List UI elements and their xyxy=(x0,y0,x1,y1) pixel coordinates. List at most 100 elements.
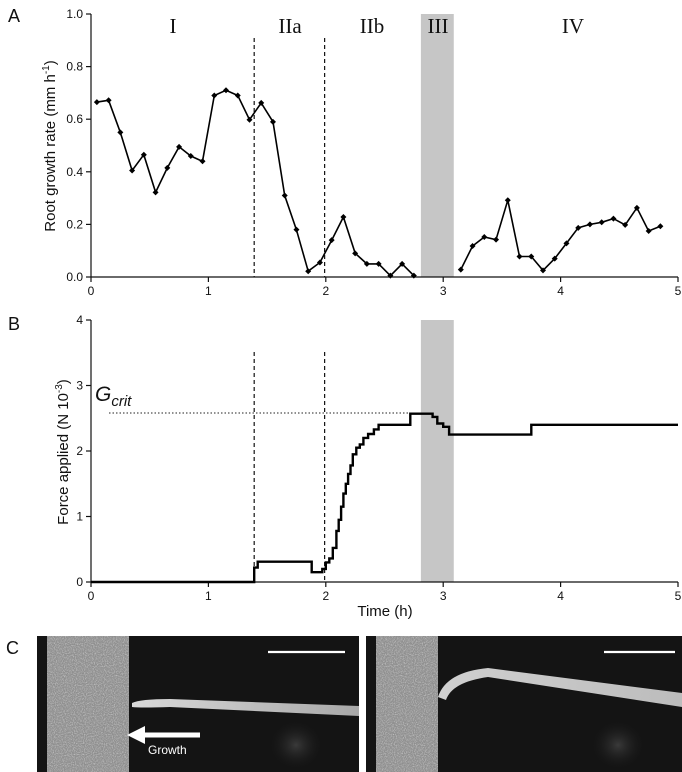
panel-c-letter: C xyxy=(6,638,19,658)
panel-a-y-axis-title: Root growth rate (mm h-1) xyxy=(41,60,59,231)
panel-b-ticks: 0 1 2 3 4 5 0 1 2 3 4 xyxy=(76,313,681,603)
panel-b-x-tick-label: 1 xyxy=(205,589,212,603)
panel-b-x-tick-label: 4 xyxy=(557,589,564,603)
panel-a-chart: 0 1 2 3 4 5 0.0 0.2 0.4 0.6 0.8 1.0 I IIa IIb III I… xyxy=(41,7,682,298)
panel-a-data-point xyxy=(399,260,406,267)
panel-a-y-tick-label: 0.0 xyxy=(66,270,83,284)
panel-a-data-point xyxy=(352,250,359,257)
panel-b-shaded-phase xyxy=(420,320,454,582)
panel-a-data-point xyxy=(316,259,323,266)
panel-a-data-point xyxy=(328,237,335,244)
panel-a-x-tick-label: 1 xyxy=(205,284,212,298)
panel-b-y-title-main: Force applied (N 10 xyxy=(55,393,72,525)
photo-right-background-blob xyxy=(592,721,644,769)
panel-a-y-tick-label: 0.2 xyxy=(66,217,83,231)
panel-a-data-point xyxy=(586,221,593,228)
panel-a-data-point xyxy=(469,242,476,249)
phase-label-i: I xyxy=(170,14,177,38)
panel-a-data-point xyxy=(493,236,500,243)
panel-a-data-point xyxy=(234,92,241,99)
panel-a-data-point xyxy=(140,151,147,158)
panel-a-y-tick-label: 0.4 xyxy=(66,165,83,179)
photo-left-agar-texture xyxy=(47,636,129,772)
panel-a-data-point xyxy=(363,260,370,267)
panel-a-data-point xyxy=(622,221,629,228)
gcrit-label: Gcrit xyxy=(95,383,132,410)
panel-a-data-point xyxy=(223,87,230,94)
panel-a-y-title-main: Root growth rate (mm h xyxy=(42,74,59,232)
panel-a-growth-line-segment xyxy=(460,199,661,272)
panel-a-y-title-close: ) xyxy=(42,60,59,65)
panel-a-data-point xyxy=(610,215,617,222)
panel-b-chart: 0 1 2 3 4 5 0 1 2 3 4 Gcrit Force applied (N 10-3)… xyxy=(54,313,682,620)
phase-label-iib: IIb xyxy=(360,14,385,38)
panel-a-data-point xyxy=(410,272,417,279)
panel-b-letter: B xyxy=(8,314,20,334)
growth-arrow-icon xyxy=(127,726,145,744)
panel-a-growth-line-segment xyxy=(96,89,415,277)
panel-a-data-point xyxy=(281,192,288,199)
panel-b-x-tick-label: 0 xyxy=(88,589,95,603)
panel-a-data-point xyxy=(164,164,171,171)
panel-a-x-tick-label: 4 xyxy=(557,284,564,298)
photo-right-root xyxy=(438,668,682,707)
panel-a-x-tick-label: 0 xyxy=(88,284,95,298)
panel-b-y-title-close: ) xyxy=(55,379,72,384)
panel-a-data-point xyxy=(375,260,382,267)
phase-labels: I IIa IIb III IV xyxy=(170,14,585,38)
panel-a-y-tick-label: 0.6 xyxy=(66,112,83,126)
panel-b-x-tick-label: 2 xyxy=(322,589,329,603)
panel-b-y-title-sup: -3 xyxy=(54,384,65,393)
panel-b-x-tick-label: 5 xyxy=(675,589,682,603)
panel-a-data-point xyxy=(117,129,124,136)
phase-label-iii: III xyxy=(428,14,449,38)
panel-b-axes xyxy=(90,320,678,583)
panel-a-shaded-phase xyxy=(420,14,454,277)
photo-right xyxy=(366,636,682,772)
panel-a-data-point xyxy=(563,240,570,247)
panel-a-x-tick-label: 3 xyxy=(440,284,447,298)
panel-a-data-point xyxy=(340,214,347,221)
panel-b-y-tick-label: 4 xyxy=(76,313,83,327)
panel-a-data-point xyxy=(551,255,558,262)
panel-a-y-tick-label: 1.0 xyxy=(66,7,83,21)
panel-a-data-point xyxy=(575,224,582,231)
panel-a-data-point xyxy=(211,92,218,99)
panel-b-y-tick-label: 2 xyxy=(76,444,83,458)
growth-label: Growth xyxy=(148,743,187,757)
photo-right-agar-texture xyxy=(376,636,438,772)
panel-a-data-point xyxy=(129,167,136,174)
photo-left-background-blob xyxy=(270,721,322,769)
panel-b-force-series xyxy=(91,412,678,584)
phase-label-iia: IIa xyxy=(278,14,302,38)
panel-a-data-point xyxy=(93,99,100,106)
panel-a-ticks: 0 1 2 3 4 5 0.0 0.2 0.4 0.6 0.8 1.0 xyxy=(66,7,681,298)
panel-b-y-tick-label: 0 xyxy=(76,575,83,589)
panel-a-data-point xyxy=(539,267,546,274)
panel-a-data-point xyxy=(152,189,159,196)
panel-a-data-point xyxy=(187,153,194,160)
panel-a-data-point xyxy=(598,219,605,226)
panel-b-x-axis-title: Time (h) xyxy=(357,603,412,620)
photo-left-root xyxy=(132,699,359,716)
panel-a-y-title-sup: -1 xyxy=(41,65,52,74)
panel-a-data-point xyxy=(504,197,511,204)
panel-a-axes xyxy=(90,14,678,278)
panel-a-data-point xyxy=(457,266,464,273)
panel-b-y-tick-label: 1 xyxy=(76,510,83,524)
gcrit-label-main: G xyxy=(95,383,111,406)
panel-a-data-point xyxy=(516,253,523,260)
panel-a-data-point xyxy=(293,226,300,233)
panel-a-data-point xyxy=(105,97,112,104)
phase-label-iv: IV xyxy=(562,14,584,38)
panel-a-data-point xyxy=(176,143,183,150)
panel-a-series xyxy=(93,87,664,279)
panel-a-data-point xyxy=(387,272,394,279)
panel-a-data-point xyxy=(199,158,206,165)
panel-a-data-point xyxy=(269,118,276,125)
panel-a-y-tick-label: 0.8 xyxy=(66,60,83,74)
panel-b-y-tick-label: 3 xyxy=(76,379,83,393)
panel-b-x-tick-label: 3 xyxy=(440,589,447,603)
panel-a-data-point xyxy=(481,234,488,241)
